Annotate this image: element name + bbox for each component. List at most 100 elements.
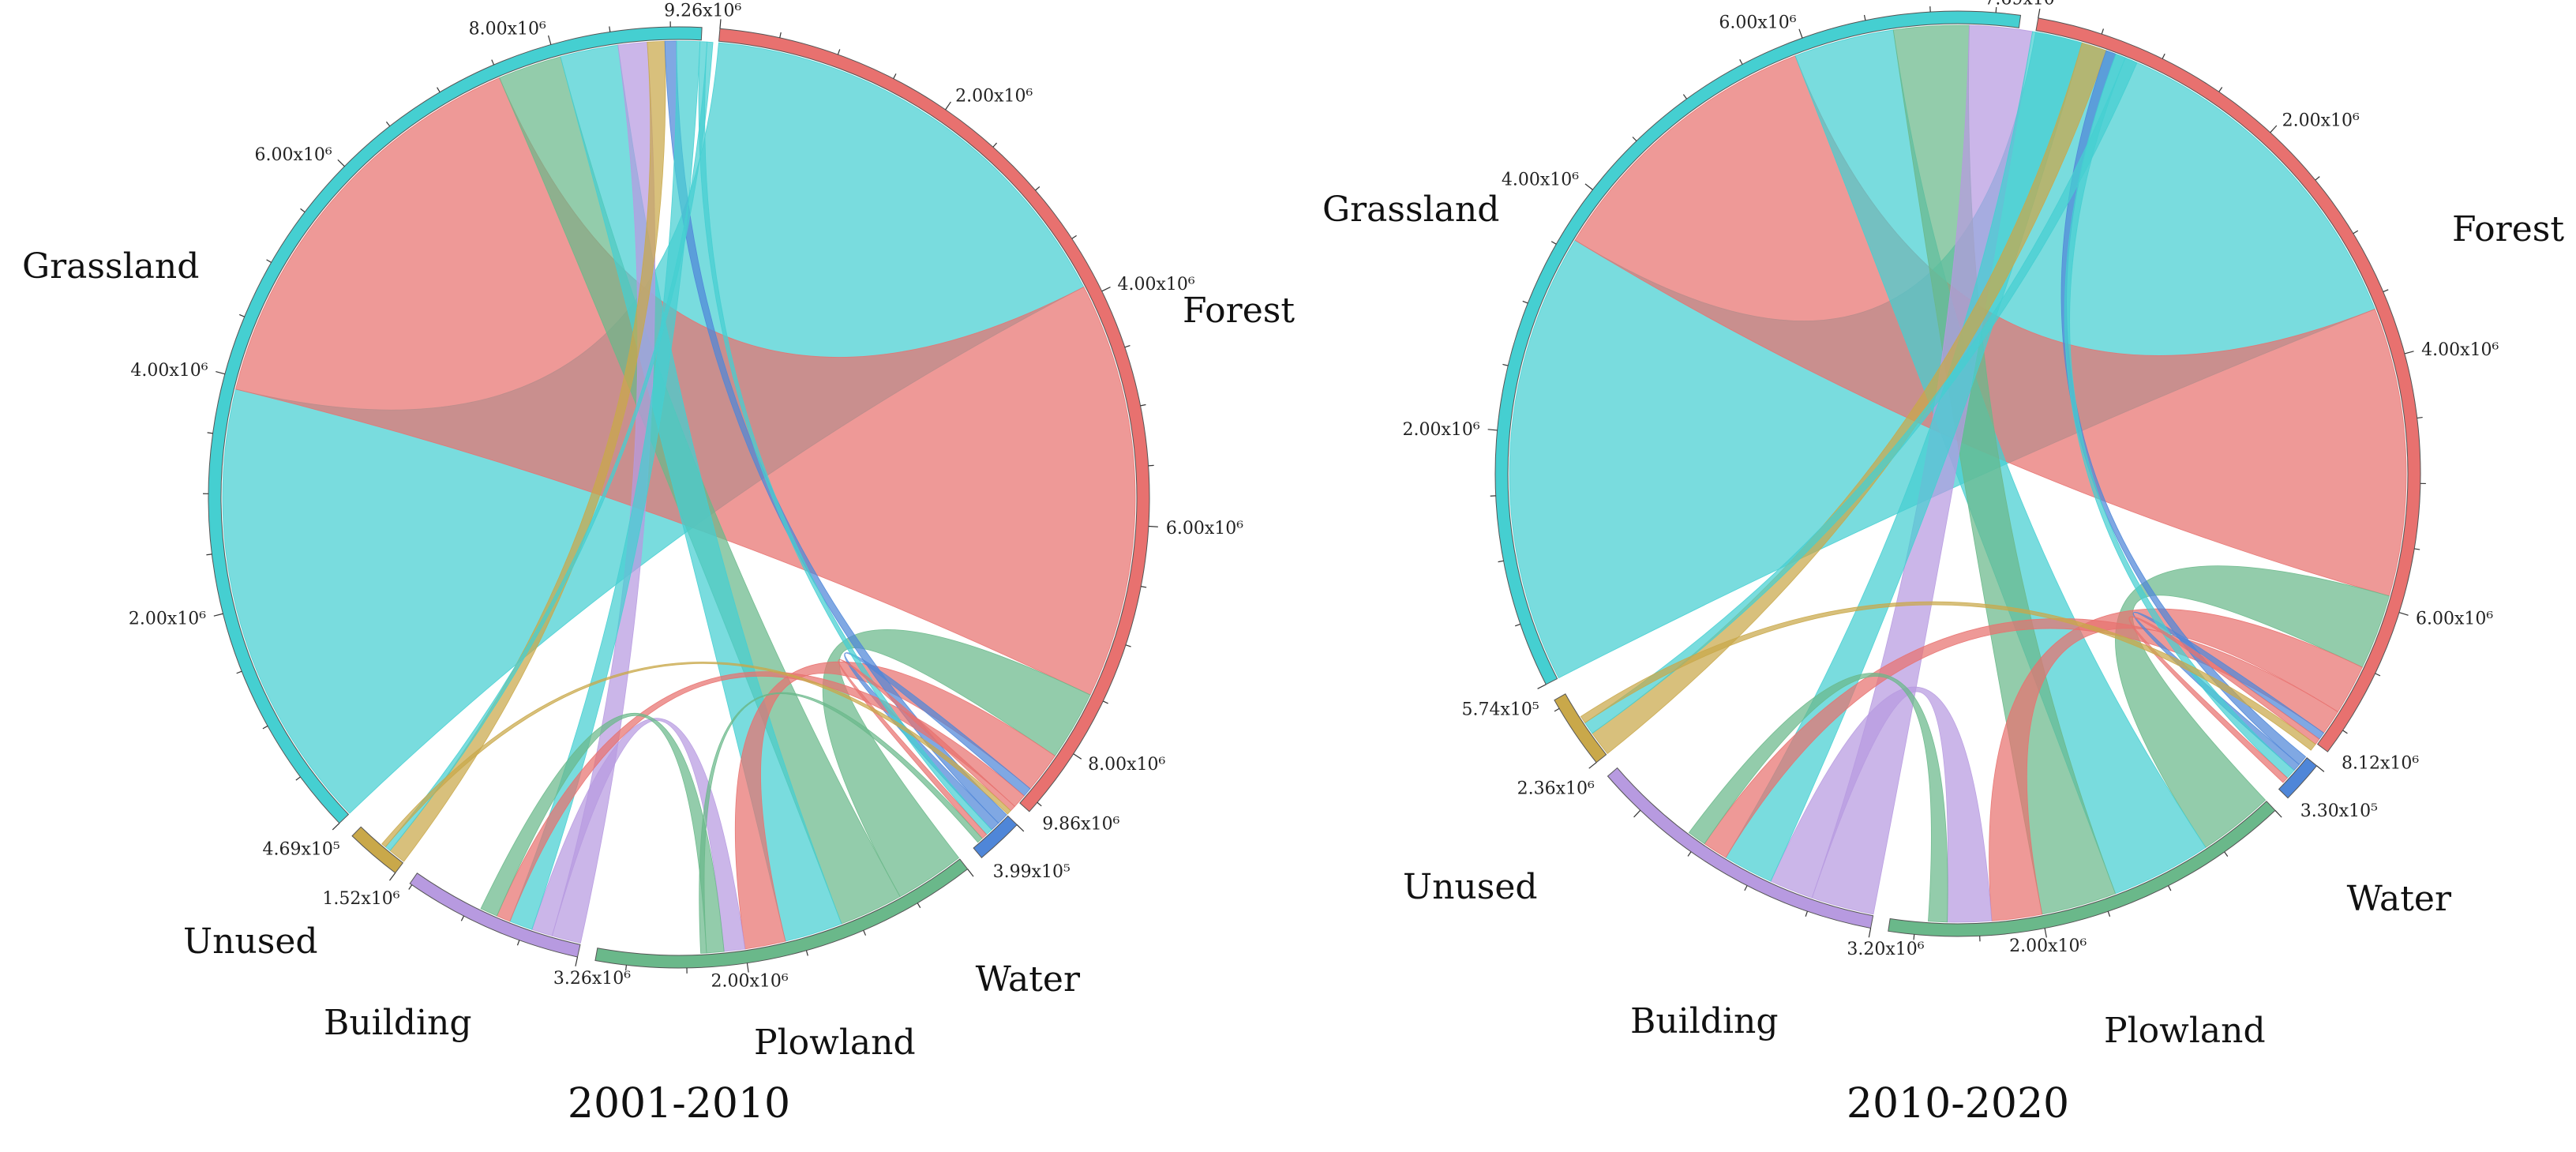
sector-tick	[1071, 235, 1077, 239]
chord-unused-to-forest[interactable]	[381, 662, 1011, 848]
tick-label-building: 2.36x10⁶	[1517, 779, 1595, 798]
sector-tick	[2383, 289, 2389, 293]
sector-arc-building[interactable]	[1607, 767, 1874, 929]
tick-label-grassland: 6.00x10⁶	[1719, 13, 1796, 32]
sector-tick	[2168, 885, 2172, 891]
sector-tick	[2224, 851, 2229, 857]
sector-arc-forest[interactable]	[2035, 17, 2421, 752]
sector-label-unused: Unused	[1403, 867, 1538, 907]
sector-tick	[1744, 885, 1748, 891]
sector-tick	[332, 823, 340, 831]
sector-label-grassland: Grassland	[1322, 189, 1499, 230]
sector-tick	[1140, 403, 1146, 407]
sector-tick	[1588, 762, 1597, 769]
tick-label-grassland: 7.69x10⁶	[1984, 0, 2061, 9]
tick-label-forest: 8.12x10⁶	[2342, 753, 2419, 773]
sector-arc-water[interactable]	[2278, 757, 2318, 799]
tick-label-forest: 6.00x10⁶	[2416, 609, 2493, 629]
tick-label-forest: 6.00x10⁶	[1166, 519, 1243, 538]
tick-label-grassland: 2.00x10⁶	[1402, 420, 1479, 440]
sector-arc-unused[interactable]	[351, 826, 404, 874]
sector-label-unused: Unused	[183, 921, 318, 962]
sector-tick	[2398, 612, 2409, 616]
sector-arc-grassland[interactable]	[1494, 10, 2022, 685]
sector-tick	[1805, 910, 1808, 917]
sector-tick	[1073, 753, 1082, 760]
sector-tick	[575, 956, 579, 966]
sector-tick	[2353, 230, 2359, 235]
chord-water-to-forest[interactable]	[844, 652, 1031, 831]
sector-tick	[1633, 809, 1641, 818]
chord-forest-to-water[interactable]	[838, 659, 1015, 839]
sector-arc-grassland[interactable]	[208, 26, 703, 824]
sector-arc-unused[interactable]	[1554, 693, 1607, 764]
sector-arc-water[interactable]	[973, 815, 1018, 858]
chord-grassland-to-unused[interactable]	[384, 41, 714, 851]
chord-grassland-to-water[interactable]	[2064, 53, 2295, 779]
sector-tick	[2101, 28, 2105, 35]
tick-label-plowland: 2.00x10⁶	[2009, 936, 2087, 956]
panel-title: 2001-2010	[568, 1080, 790, 1128]
sector-tick	[2274, 810, 2282, 818]
sector-tick	[1035, 186, 1041, 191]
chord-plowland-to-building[interactable]	[1688, 673, 1948, 923]
chord-grassland-to-water[interactable]	[698, 41, 992, 835]
tick-label-plowland: 2.00x10⁶	[711, 971, 789, 991]
chord-forest-to-plowland[interactable]	[1989, 608, 2363, 921]
tick-label-forest: 2.00x10⁶	[955, 87, 1033, 107]
sector-arc-plowland[interactable]	[594, 858, 969, 969]
chord-forest-to-water[interactable]	[2128, 616, 2320, 783]
sector-label-forest: Forest	[1183, 291, 1295, 331]
chord-forest-to-plowland[interactable]	[734, 661, 1056, 950]
sector-tick	[1502, 363, 1509, 366]
chord-panel-2001-2010: 2.00x10⁶ 4.00x10⁶ 6.00x10⁶ 8.00x10⁶ 9.26x10⁶…	[22, 2, 1295, 1128]
sector-tick	[805, 950, 808, 956]
sector-tick	[1537, 684, 1547, 689]
sector-tick	[609, 26, 611, 32]
sector-tick	[2107, 911, 2111, 917]
sector-tick	[2038, 8, 2041, 19]
chord-water-to-forest[interactable]	[2132, 611, 2325, 771]
sector-tick	[2270, 125, 2278, 133]
sector-tick	[893, 73, 897, 79]
chord-grassland-to-unused[interactable]	[1584, 57, 2138, 734]
tick-label-forest: 8.00x10⁶	[1088, 755, 1165, 775]
sector-tick	[460, 915, 465, 921]
tick-label-grassland: 4.00x10⁶	[1502, 171, 1579, 190]
chord-building-to-plowland[interactable]	[1770, 686, 1993, 923]
sector-arc-forest[interactable]	[718, 28, 1150, 812]
chord-plowland-to-building[interactable]	[480, 712, 725, 954]
sector-arc-plowland[interactable]	[1888, 801, 2276, 937]
sector-tick	[295, 776, 301, 781]
tick-label-forest: 2.00x10⁶	[2282, 111, 2360, 131]
sector-label-building: Building	[1630, 1001, 1779, 1041]
sector-tick	[262, 725, 268, 730]
sector-tick	[1037, 801, 1042, 807]
tick-label-grassland: 6.00x10⁶	[255, 145, 332, 165]
sector-tick	[437, 87, 441, 92]
sector-label-water: Water	[976, 959, 1081, 1000]
chord-plowland-to-water[interactable]	[699, 692, 983, 954]
sector-tick	[266, 259, 272, 263]
chord-water-to-grassland[interactable]	[664, 40, 1007, 824]
sector-label-plowland: Plowland	[754, 1023, 916, 1063]
sector-tick	[992, 142, 998, 148]
tick-label-grassland: 8.00x10⁶	[469, 19, 546, 39]
chord-water-to-grassland[interactable]	[2060, 50, 2307, 765]
sector-tick	[1554, 707, 1560, 712]
tick-label-unused: 4.69x10⁵	[263, 840, 340, 860]
sector-tick	[300, 208, 306, 213]
sector-tick	[1103, 700, 1108, 704]
tick-label-plowland: 3.20x10⁶	[1847, 940, 1924, 959]
chord-unused-to-forest[interactable]	[1580, 601, 2316, 751]
sector-tick	[863, 930, 867, 936]
sector-tick	[408, 884, 413, 890]
tick-label-building: 1.52x10⁶	[322, 889, 399, 909]
chord-building-to-plowland[interactable]	[531, 718, 746, 952]
sector-tick	[1632, 137, 1637, 141]
sector-arc-building[interactable]	[409, 872, 581, 958]
sector-label-grassland: Grassland	[22, 246, 199, 287]
sector-tick	[547, 35, 552, 45]
sector-tick	[2414, 548, 2420, 550]
sector-tick	[1515, 623, 1521, 627]
